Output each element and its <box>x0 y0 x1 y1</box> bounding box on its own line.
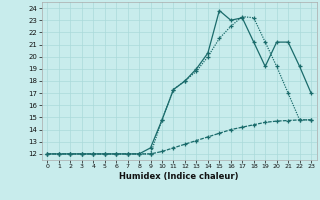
X-axis label: Humidex (Indice chaleur): Humidex (Indice chaleur) <box>119 172 239 181</box>
